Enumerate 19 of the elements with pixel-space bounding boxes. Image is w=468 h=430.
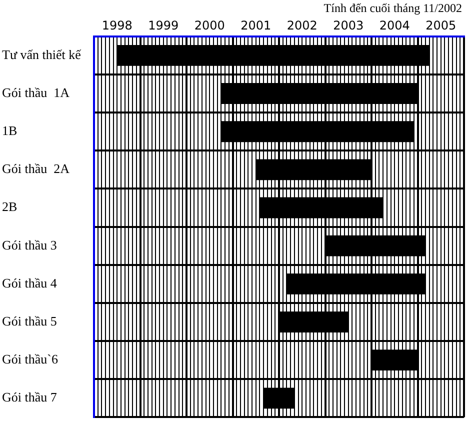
y-tick-label: Gói thầu 7 bbox=[2, 390, 58, 405]
x-tick-label: 1998 bbox=[102, 18, 132, 32]
x-tick-label: 2004 bbox=[379, 18, 410, 32]
x-tick-label: 2003 bbox=[333, 18, 364, 32]
y-tick-label: Gói thầu 1A bbox=[2, 84, 70, 100]
y-tick-label: Gói thầu 2A bbox=[2, 161, 70, 176]
text: Tính đến cuối tháng 11/2002 bbox=[322, 0, 463, 16]
y-tick-label: 1B bbox=[2, 123, 18, 138]
y-tick-label: Gói thầu 5 bbox=[2, 313, 57, 328]
y-tick-label: 2B bbox=[2, 199, 18, 214]
y-tick-label: Tư vấn thiết kế bbox=[2, 46, 82, 62]
x-tick-label: 2002 bbox=[286, 18, 318, 32]
y-tick-label: Gói thầu 4 bbox=[2, 275, 58, 290]
y-tick-label: Gói thầu`6 bbox=[2, 352, 58, 366]
x-tick-label: 2000 bbox=[194, 18, 225, 32]
x-tick-label: 2001 bbox=[240, 18, 272, 32]
x-tick-label: 1999 bbox=[148, 18, 179, 32]
x-tick-label: 2005 bbox=[426, 18, 456, 32]
y-tick-label: Gói thầu 3 bbox=[2, 237, 57, 252]
